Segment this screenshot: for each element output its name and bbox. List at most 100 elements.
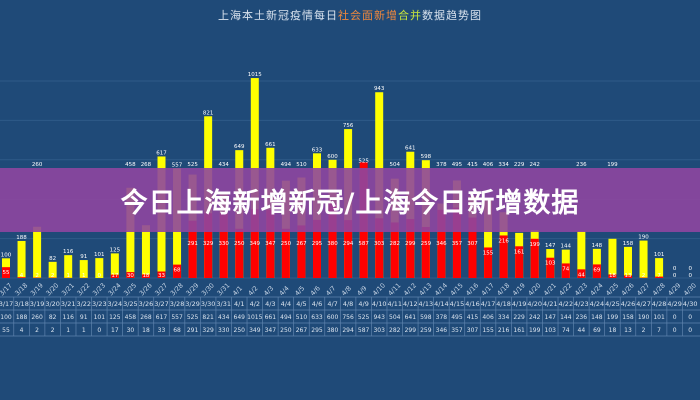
table-date: 3/18 bbox=[14, 300, 29, 308]
x-tick-label: 4/7 bbox=[324, 284, 337, 297]
data-label-social: 250 bbox=[234, 241, 245, 247]
data-label-total: 0 bbox=[688, 266, 692, 272]
bar-social bbox=[313, 219, 321, 278]
data-label-social: 199 bbox=[529, 242, 540, 248]
table-value: 347 bbox=[265, 327, 277, 334]
table-value: 13 bbox=[624, 327, 632, 334]
bar-total bbox=[48, 261, 57, 278]
data-label-social: 44 bbox=[578, 272, 585, 278]
x-tick-label: 4/16 bbox=[464, 281, 480, 297]
bar-social bbox=[421, 226, 430, 278]
data-label-social: 155 bbox=[483, 250, 494, 256]
data-label-social: 17 bbox=[111, 273, 118, 279]
data-label-total: 260 bbox=[32, 162, 43, 168]
table-value: 349 bbox=[249, 327, 261, 334]
x-tick-label: 3/23 bbox=[91, 281, 107, 297]
bar-social bbox=[344, 220, 353, 278]
table-date: 4/15 bbox=[450, 300, 465, 308]
bar-social bbox=[515, 246, 524, 278]
table-date: 4/25 bbox=[605, 300, 620, 308]
table-date: 4/4 bbox=[281, 300, 291, 308]
table-date: 4/21 bbox=[543, 300, 558, 308]
table-value: 380 bbox=[327, 327, 339, 334]
x-tick-label: 4/9 bbox=[355, 284, 368, 297]
overlay-banner: 今日上海新增新冠/上海今日新增数据 bbox=[0, 168, 700, 232]
table-value: 334 bbox=[498, 314, 510, 321]
x-tick-label: 4/13 bbox=[418, 281, 434, 297]
bar-social bbox=[281, 228, 290, 278]
data-label-total: 229 bbox=[514, 162, 525, 168]
table-value: 147 bbox=[545, 314, 557, 321]
table-date: 3/28 bbox=[170, 300, 185, 308]
table-value: 144 bbox=[560, 314, 572, 321]
table-date: 4/28 bbox=[652, 300, 667, 308]
table-value: 236 bbox=[576, 314, 588, 321]
x-tick-label: 4/18 bbox=[495, 281, 511, 297]
bar-total bbox=[592, 248, 601, 278]
table-value: 55 bbox=[2, 327, 10, 334]
bar-social bbox=[406, 219, 415, 278]
x-tick-label: 4/2 bbox=[247, 284, 260, 297]
data-label-social: 7 bbox=[657, 273, 661, 279]
table-date: 4/10 bbox=[372, 300, 387, 308]
table-value: 494 bbox=[280, 314, 292, 321]
table-date: 3/22 bbox=[76, 300, 91, 308]
table-value: 0 bbox=[673, 314, 677, 321]
data-label-total: 188 bbox=[16, 235, 27, 241]
bar-social bbox=[173, 264, 182, 278]
x-tick-label: 3/26 bbox=[138, 281, 154, 297]
bar-social bbox=[141, 274, 150, 278]
table-value: 282 bbox=[389, 327, 401, 334]
table-value: 415 bbox=[467, 314, 479, 321]
data-label-social: 0 bbox=[673, 273, 677, 279]
table-value: 4 bbox=[20, 327, 24, 334]
bar-social bbox=[219, 212, 228, 278]
data-label-total: 82 bbox=[49, 256, 56, 262]
data-label-total: 101 bbox=[654, 252, 665, 258]
x-tick-label: 4/23 bbox=[573, 281, 589, 297]
bar-total bbox=[655, 258, 664, 278]
table-value: 0 bbox=[97, 327, 101, 334]
table-value: 600 bbox=[327, 314, 339, 321]
bar-total bbox=[95, 258, 104, 278]
table-value: 116 bbox=[62, 314, 74, 321]
table-value: 2 bbox=[35, 327, 39, 334]
table-value: 1 bbox=[82, 327, 86, 334]
x-tick-label: 3/20 bbox=[44, 281, 60, 297]
bar-total bbox=[33, 226, 42, 278]
table-date: 3/21 bbox=[61, 300, 76, 308]
x-tick-label: 4/27 bbox=[635, 281, 651, 297]
data-label-social: 4 bbox=[20, 273, 24, 279]
table-date: 4/13 bbox=[419, 300, 434, 308]
x-tick-label: 4/4 bbox=[278, 284, 291, 297]
table-date: 4/1 bbox=[234, 300, 244, 308]
x-tick-label: 3/19 bbox=[29, 281, 45, 297]
table-date: 3/23 bbox=[92, 300, 107, 308]
data-label-social: 346 bbox=[436, 241, 447, 247]
data-label-total: 125 bbox=[110, 247, 121, 253]
title-part: 数据趋势图 bbox=[422, 9, 482, 22]
table-value: 2 bbox=[51, 327, 55, 334]
table-value: 525 bbox=[358, 314, 370, 321]
bar-social bbox=[390, 222, 399, 278]
data-label-social: 103 bbox=[545, 261, 556, 267]
table-value: 649 bbox=[234, 314, 246, 321]
table-value: 633 bbox=[311, 314, 323, 321]
bar-social bbox=[655, 276, 664, 278]
table-date: 4/19 bbox=[512, 300, 527, 308]
data-label-total: 100 bbox=[1, 252, 12, 258]
data-label-total: 598 bbox=[421, 154, 432, 160]
table-date: 4/6 bbox=[312, 300, 322, 308]
x-tick-label: 4/28 bbox=[651, 281, 667, 297]
x-tick-label: 3/28 bbox=[169, 281, 185, 297]
data-label-total: 1015 bbox=[248, 72, 262, 78]
table-value: 0 bbox=[688, 314, 692, 321]
table-date: 4/14 bbox=[434, 300, 449, 308]
data-label-total: 649 bbox=[234, 144, 245, 150]
bar-social bbox=[188, 220, 197, 278]
table-value: 295 bbox=[311, 327, 323, 334]
x-tick-label: 4/22 bbox=[558, 281, 574, 297]
table-date: 4/16 bbox=[465, 300, 480, 308]
table-value: 82 bbox=[49, 314, 57, 321]
data-label-social: 349 bbox=[250, 241, 261, 247]
